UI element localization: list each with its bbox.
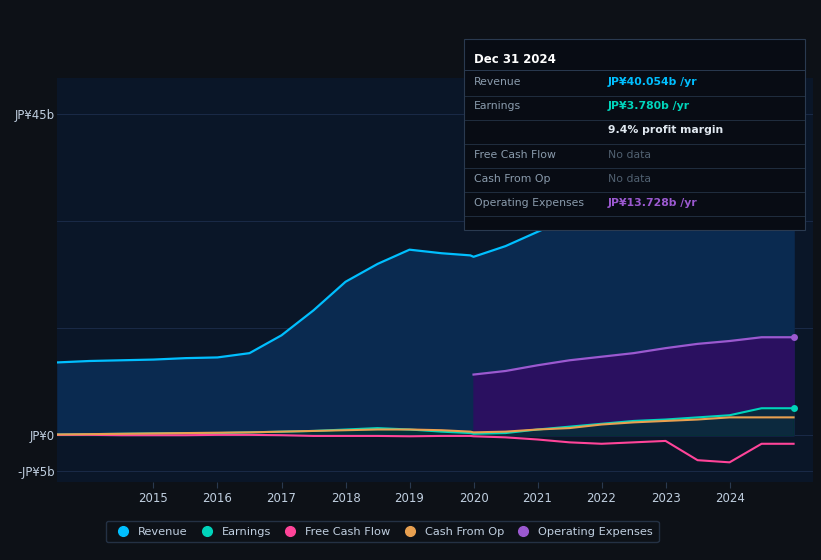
Text: Earnings: Earnings (474, 101, 521, 111)
Legend: Revenue, Earnings, Free Cash Flow, Cash From Op, Operating Expenses: Revenue, Earnings, Free Cash Flow, Cash … (106, 521, 658, 543)
Text: Cash From Op: Cash From Op (474, 174, 550, 184)
Text: JP¥13.728b /yr: JP¥13.728b /yr (608, 198, 697, 208)
Text: Revenue: Revenue (474, 77, 521, 87)
Text: Free Cash Flow: Free Cash Flow (474, 150, 556, 160)
Text: Dec 31 2024: Dec 31 2024 (474, 53, 556, 66)
Text: JP¥3.780b /yr: JP¥3.780b /yr (608, 101, 690, 111)
Text: JP¥40.054b /yr: JP¥40.054b /yr (608, 77, 697, 87)
Text: No data: No data (608, 150, 650, 160)
Text: Operating Expenses: Operating Expenses (474, 198, 584, 208)
Text: No data: No data (608, 174, 650, 184)
Text: 9.4% profit margin: 9.4% profit margin (608, 125, 722, 136)
